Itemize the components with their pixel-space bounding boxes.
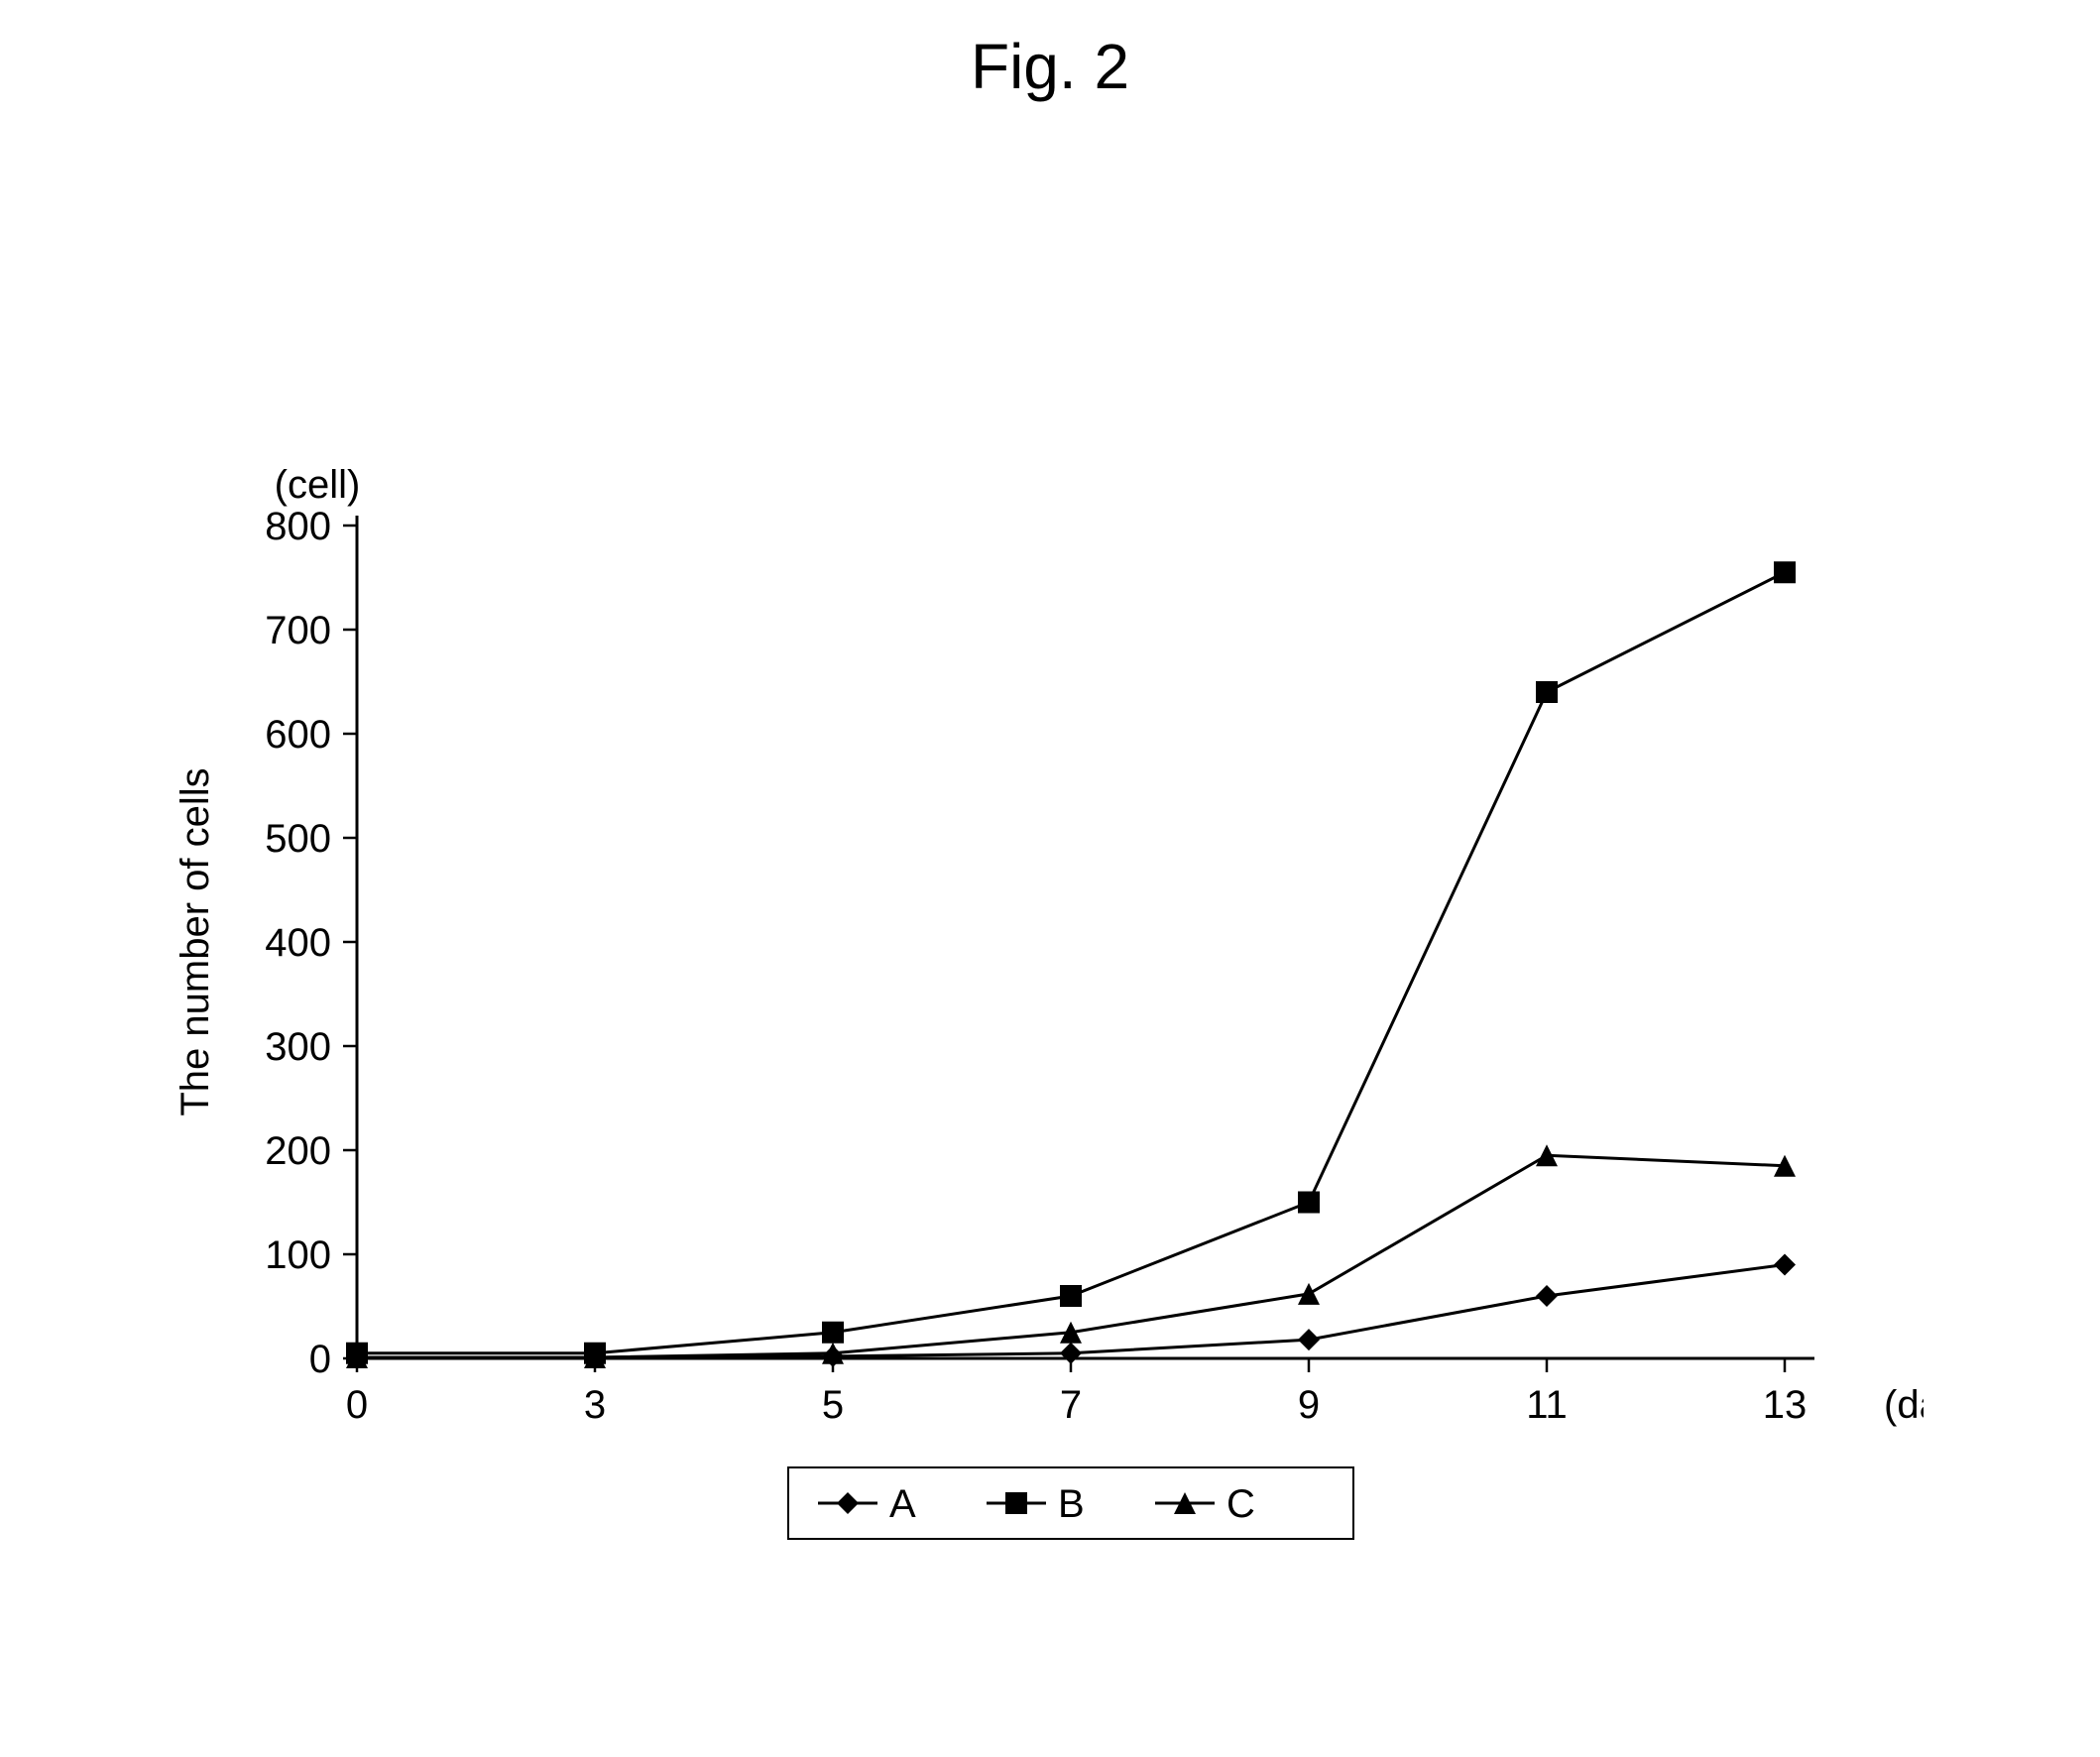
line-chart: 0 100 200 300 400 500 600 700 800(cell) The numbe… <box>178 466 1924 1557</box>
marker-square <box>1005 1492 1027 1514</box>
y-tick-label: 500 <box>265 817 331 861</box>
legend-label-b: B <box>1058 1482 1085 1526</box>
y-axis-label: The number of cells <box>178 767 217 1115</box>
y-tick-label: 200 <box>265 1129 331 1173</box>
marker-square <box>1060 1285 1082 1307</box>
marker-diamond <box>1298 1329 1320 1350</box>
y-tick-label: 600 <box>265 713 331 757</box>
x-tick-label: 3 <box>584 1383 606 1427</box>
y-unit-label: (cell) <box>275 466 361 507</box>
y-tick-label: 400 <box>265 921 331 965</box>
marker-square <box>1298 1192 1320 1214</box>
x-tick-label: 0 <box>346 1383 368 1427</box>
y-tick-label: 700 <box>265 609 331 652</box>
legend-label-c: C <box>1226 1482 1255 1526</box>
legend: A B C <box>788 1467 1353 1539</box>
y-tick-label: 0 <box>309 1338 331 1381</box>
x-tick-label: 13 <box>1763 1383 1808 1427</box>
x-tick-label: 7 <box>1060 1383 1082 1427</box>
marker-diamond <box>1536 1285 1558 1307</box>
marker-diamond <box>1060 1343 1082 1364</box>
chart-container: 0 100 200 300 400 500 600 700 800(cell) The numbe… <box>178 466 1924 1557</box>
marker-square <box>1536 681 1558 703</box>
y-tick-label: 100 <box>265 1233 331 1277</box>
x-tick-label: 9 <box>1298 1383 1320 1427</box>
figure-title: Fig. 2 <box>0 30 2100 103</box>
marker-square <box>822 1322 844 1344</box>
marker-diamond <box>1774 1254 1796 1276</box>
series-line-b <box>357 572 1785 1353</box>
x-tick-label: 5 <box>822 1383 844 1427</box>
y-tick-label: 300 <box>265 1025 331 1069</box>
legend-label-a: A <box>889 1482 916 1526</box>
y-tick-label: 800 <box>265 505 331 548</box>
x-tick-label: 11 <box>1526 1383 1568 1427</box>
marker-square <box>1774 561 1796 583</box>
x-unit-label: (day) <box>1884 1383 1924 1427</box>
